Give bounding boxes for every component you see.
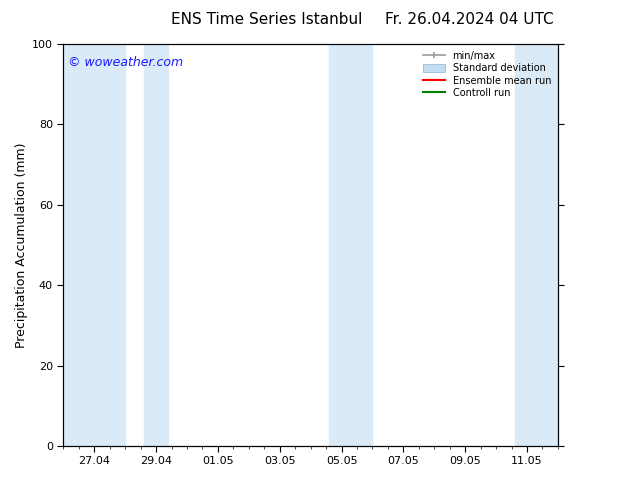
Y-axis label: Precipitation Accumulation (mm): Precipitation Accumulation (mm) bbox=[15, 142, 28, 348]
Bar bbox=[329, 44, 372, 446]
Text: ENS Time Series Istanbul: ENS Time Series Istanbul bbox=[171, 12, 362, 27]
Text: © woweather.com: © woweather.com bbox=[68, 56, 183, 69]
Bar bbox=[144, 44, 169, 446]
Text: Fr. 26.04.2024 04 UTC: Fr. 26.04.2024 04 UTC bbox=[385, 12, 553, 27]
Bar bbox=[63, 44, 126, 446]
Legend: min/max, Standard deviation, Ensemble mean run, Controll run: min/max, Standard deviation, Ensemble me… bbox=[422, 49, 553, 100]
Bar bbox=[515, 44, 558, 446]
